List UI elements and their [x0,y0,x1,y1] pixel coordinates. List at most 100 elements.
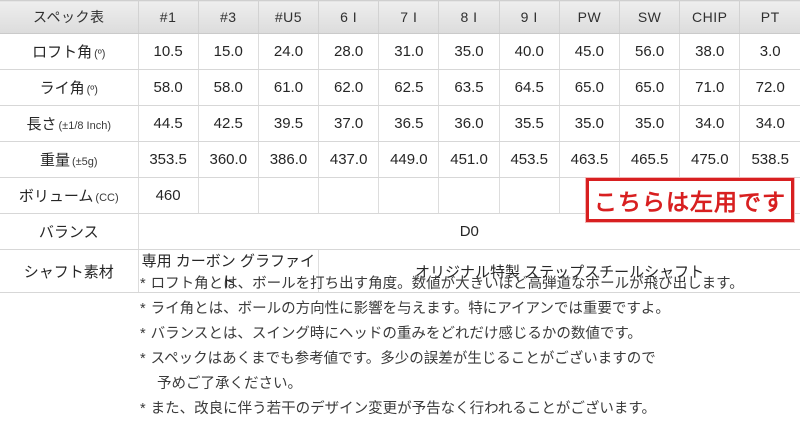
table-cell-empty [378,177,440,214]
table-cell-empty [318,177,380,214]
column-header-pt: PT [739,0,800,34]
row-label: バランス [0,213,139,250]
table-cell: 10.5 [138,33,199,70]
table-cell: 42.5 [198,105,259,142]
row-label-unit: (±1/8 Inch) [58,120,112,132]
table-cell: 34.0 [739,105,800,142]
table-cell: 44.5 [138,105,199,142]
footnote-text: また、改良に伴う若干のデザイン変更が予告なく行われることがございます。 [150,401,656,417]
table-cell: 31.0 [378,33,440,70]
table-cell: 62.0 [318,69,380,106]
table-cell: 449.0 [378,141,440,178]
table-row: 重量 (±5g) 353.5 360.0 386.0 437.0 449.0 451.0 453… [0,141,800,178]
footnote-item: * また、改良に伴う若干のデザイン変更が予告なく行われることがございます。 [140,397,795,422]
table-cell: 64.5 [499,69,560,106]
table-cell: 36.0 [438,105,500,142]
column-header-6i: 6 I [318,0,380,34]
table-cell: 463.5 [559,141,621,178]
row-label-unit: (±5g) [71,156,98,168]
table-cell: 34.0 [679,105,741,142]
row-label-unit: (CC) [95,192,119,204]
footnote-item: * ライ角とは、ボールの方向性に影響を与えます。特にアイアンでは重要ですよ。 [140,297,795,322]
row-label-text: 重量 [39,152,70,169]
table-cell-empty [499,177,560,214]
table-cell: 71.0 [679,69,741,106]
table-cell: 35.0 [619,105,681,142]
table-cell: 36.5 [378,105,440,142]
column-header-1: #1 [138,0,199,34]
table-cell: 37.0 [318,105,380,142]
table-row-balance: バランス D0 [0,213,800,250]
table-cell: 453.5 [499,141,560,178]
table-cell: 63.5 [438,69,500,106]
column-header-3: #3 [198,0,259,34]
table-cell: 65.0 [559,69,621,106]
footnote-star: * [140,301,146,317]
table-cell: 61.0 [258,69,320,106]
row-label: ボリューム (CC) [0,177,139,214]
row-label: 長さ (±1/8 Inch) [0,105,139,142]
table-row: ロフト角 (º) 10.5 15.0 24.0 28.0 31.0 35.0 40.0 45.0 5… [0,33,800,70]
table-cell: 35.0 [559,105,621,142]
footnote-item: * バランスとは、スイング時にヘッドの重みをどれだけ感じるかの数値です。 [140,322,795,347]
column-header-7i: 7 I [378,0,440,34]
table-cell: 62.5 [378,69,440,106]
footnote-text: スペックはあくまでも参考値です。多少の誤差が生じることがございますので [150,351,656,367]
table-cell: 28.0 [318,33,380,70]
footnote-continuation: 予めご了承ください。 [157,376,302,392]
column-header-9i: 9 I [499,0,560,34]
left-hand-callout: こちらは左用です [585,177,795,223]
footnotes: * ロフト角とは、ボールを打ち出す角度。数値が大きいほど高弾道なボールが飛び出しま… [140,272,795,422]
table-row: ライ角 (º) 58.0 58.0 61.0 62.0 62.5 63.5 64.5 65.0 65… [0,69,800,106]
table-cell: 72.0 [739,69,800,106]
table-cell: 40.0 [499,33,560,70]
table-cell: 58.0 [138,69,199,106]
table-cell: 15.0 [198,33,259,70]
table-cell: 39.5 [258,105,320,142]
table-cell: 465.5 [619,141,681,178]
column-header-chip: CHIP [679,0,741,34]
column-header-sw: SW [619,0,681,34]
footnote-star: * [140,326,146,342]
table-cell: 451.0 [438,141,500,178]
table-cell: 360.0 [198,141,259,178]
column-header-u5: #U5 [258,0,320,34]
table-cell: 538.5 [739,141,800,178]
table-cell: 35.0 [438,33,500,70]
footnote-text: バランスとは、スイング時にヘッドの重みをどれだけ感じるかの数値です。 [150,326,642,342]
row-label-unit: (º) [94,48,106,60]
table-cell-empty [258,177,320,214]
table-cell: 460 [138,177,199,214]
row-label: ロフト角 (º) [0,33,139,70]
table-cell: 65.0 [619,69,681,106]
table-cell-empty [198,177,259,214]
table-cell: 437.0 [318,141,380,178]
footnote-star: * [140,401,146,417]
table-cell-empty [438,177,500,214]
table-row-shaft-material: シャフト素材 専用 カーボン グラファイト オリジナル特製 ステップスチールシャフト [0,249,800,293]
row-label: ライ角 (º) [0,69,139,106]
footnote-text: ライ角とは、ボールの方向性に影響を与えます。特にアイアンでは重要ですよ。 [150,301,670,317]
column-header-8i: 8 I [438,0,500,34]
table-cell: 386.0 [258,141,320,178]
footnote-star: * [140,276,146,292]
table-row: 長さ (±1/8 Inch) 44.5 42.5 39.5 37.0 36.5 36.0 35.… [0,105,800,142]
table-cell: 24.0 [258,33,320,70]
row-label: シャフト素材 [0,249,139,293]
footnote-item: * ロフト角とは、ボールを打ち出す角度。数値が大きいほど高弾道なボールが飛び出しま… [140,272,795,297]
table-cell: 3.0 [739,33,800,70]
table-cell: 35.5 [499,105,560,142]
shaft-material-carbon: 専用 カーボン グラファイト [138,249,320,293]
left-hand-callout-label: こちらは左用です [594,190,786,216]
row-label-text: 長さ [26,116,57,133]
footnote-text: ロフト角とは、ボールを打ち出す角度。数値が大きいほど高弾道なボールが飛び出します… [150,276,744,292]
row-label-text: ボリューム [18,188,94,205]
footnote-item: * スペックはあくまでも参考値です。多少の誤差が生じることがございますので [140,347,795,372]
table-cell: 353.5 [138,141,199,178]
row-label-text: ロフト角 [32,44,93,61]
table-cell: 45.0 [559,33,621,70]
page-title: スペック表 [0,0,139,34]
table-cell: 56.0 [619,33,681,70]
